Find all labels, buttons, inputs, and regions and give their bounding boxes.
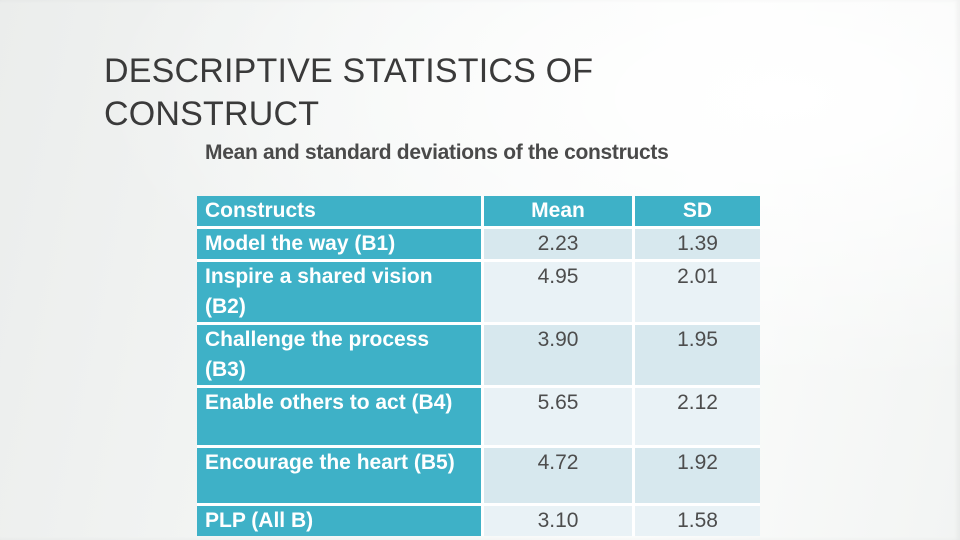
slide-title-line2: CONSTRUCT <box>104 94 320 133</box>
sd-cell: 1.92 <box>635 448 760 506</box>
slide-subtitle: Mean and standard deviations of the cons… <box>205 141 669 164</box>
mean-cell: 4.72 <box>484 448 635 506</box>
mean-cell: 3.10 <box>484 506 635 536</box>
mean-cell: 3.90 <box>484 325 635 388</box>
sd-cell: 1.39 <box>635 229 760 262</box>
construct-cell: Challenge the process (B3) <box>197 325 484 388</box>
table-row: Challenge the process (B3) 3.90 1.95 <box>197 325 760 388</box>
stats-table: Constructs Mean SD Model the way (B1) 2.… <box>197 196 760 536</box>
sd-cell: 2.01 <box>635 262 760 325</box>
mean-cell: 5.65 <box>484 388 635 448</box>
sd-cell: 1.95 <box>635 325 760 388</box>
mean-cell: 4.95 <box>484 262 635 325</box>
header-cell-sd: SD <box>635 196 760 229</box>
header-cell-constructs: Constructs <box>197 196 484 229</box>
construct-cell: Enable others to act (B4) <box>197 388 484 448</box>
sd-cell: 2.12 <box>635 388 760 448</box>
table-header-row: Constructs Mean SD <box>197 196 760 229</box>
construct-cell: Model the way (B1) <box>197 229 484 262</box>
construct-cell: PLP (All B) <box>197 506 484 536</box>
construct-cell: Inspire a shared vision (B2) <box>197 262 484 325</box>
slide-title-line1: DESCRIPTIVE STATISTICS OF <box>104 51 594 90</box>
header-cell-mean: Mean <box>484 196 635 229</box>
slide-title: DESCRIPTIVE STATISTICS OF CONSTRUCT <box>104 50 593 136</box>
sd-cell: 1.58 <box>635 506 760 536</box>
table-row: Encourage the heart (B5) 4.72 1.92 <box>197 448 760 506</box>
construct-cell: Encourage the heart (B5) <box>197 448 484 506</box>
table-row: Enable others to act (B4) 5.65 2.12 <box>197 388 760 448</box>
table-row: Inspire a shared vision (B2) 4.95 2.01 <box>197 262 760 325</box>
table-row: Model the way (B1) 2.23 1.39 <box>197 229 760 262</box>
table-row: PLP (All B) 3.10 1.58 <box>197 506 760 536</box>
mean-cell: 2.23 <box>484 229 635 262</box>
